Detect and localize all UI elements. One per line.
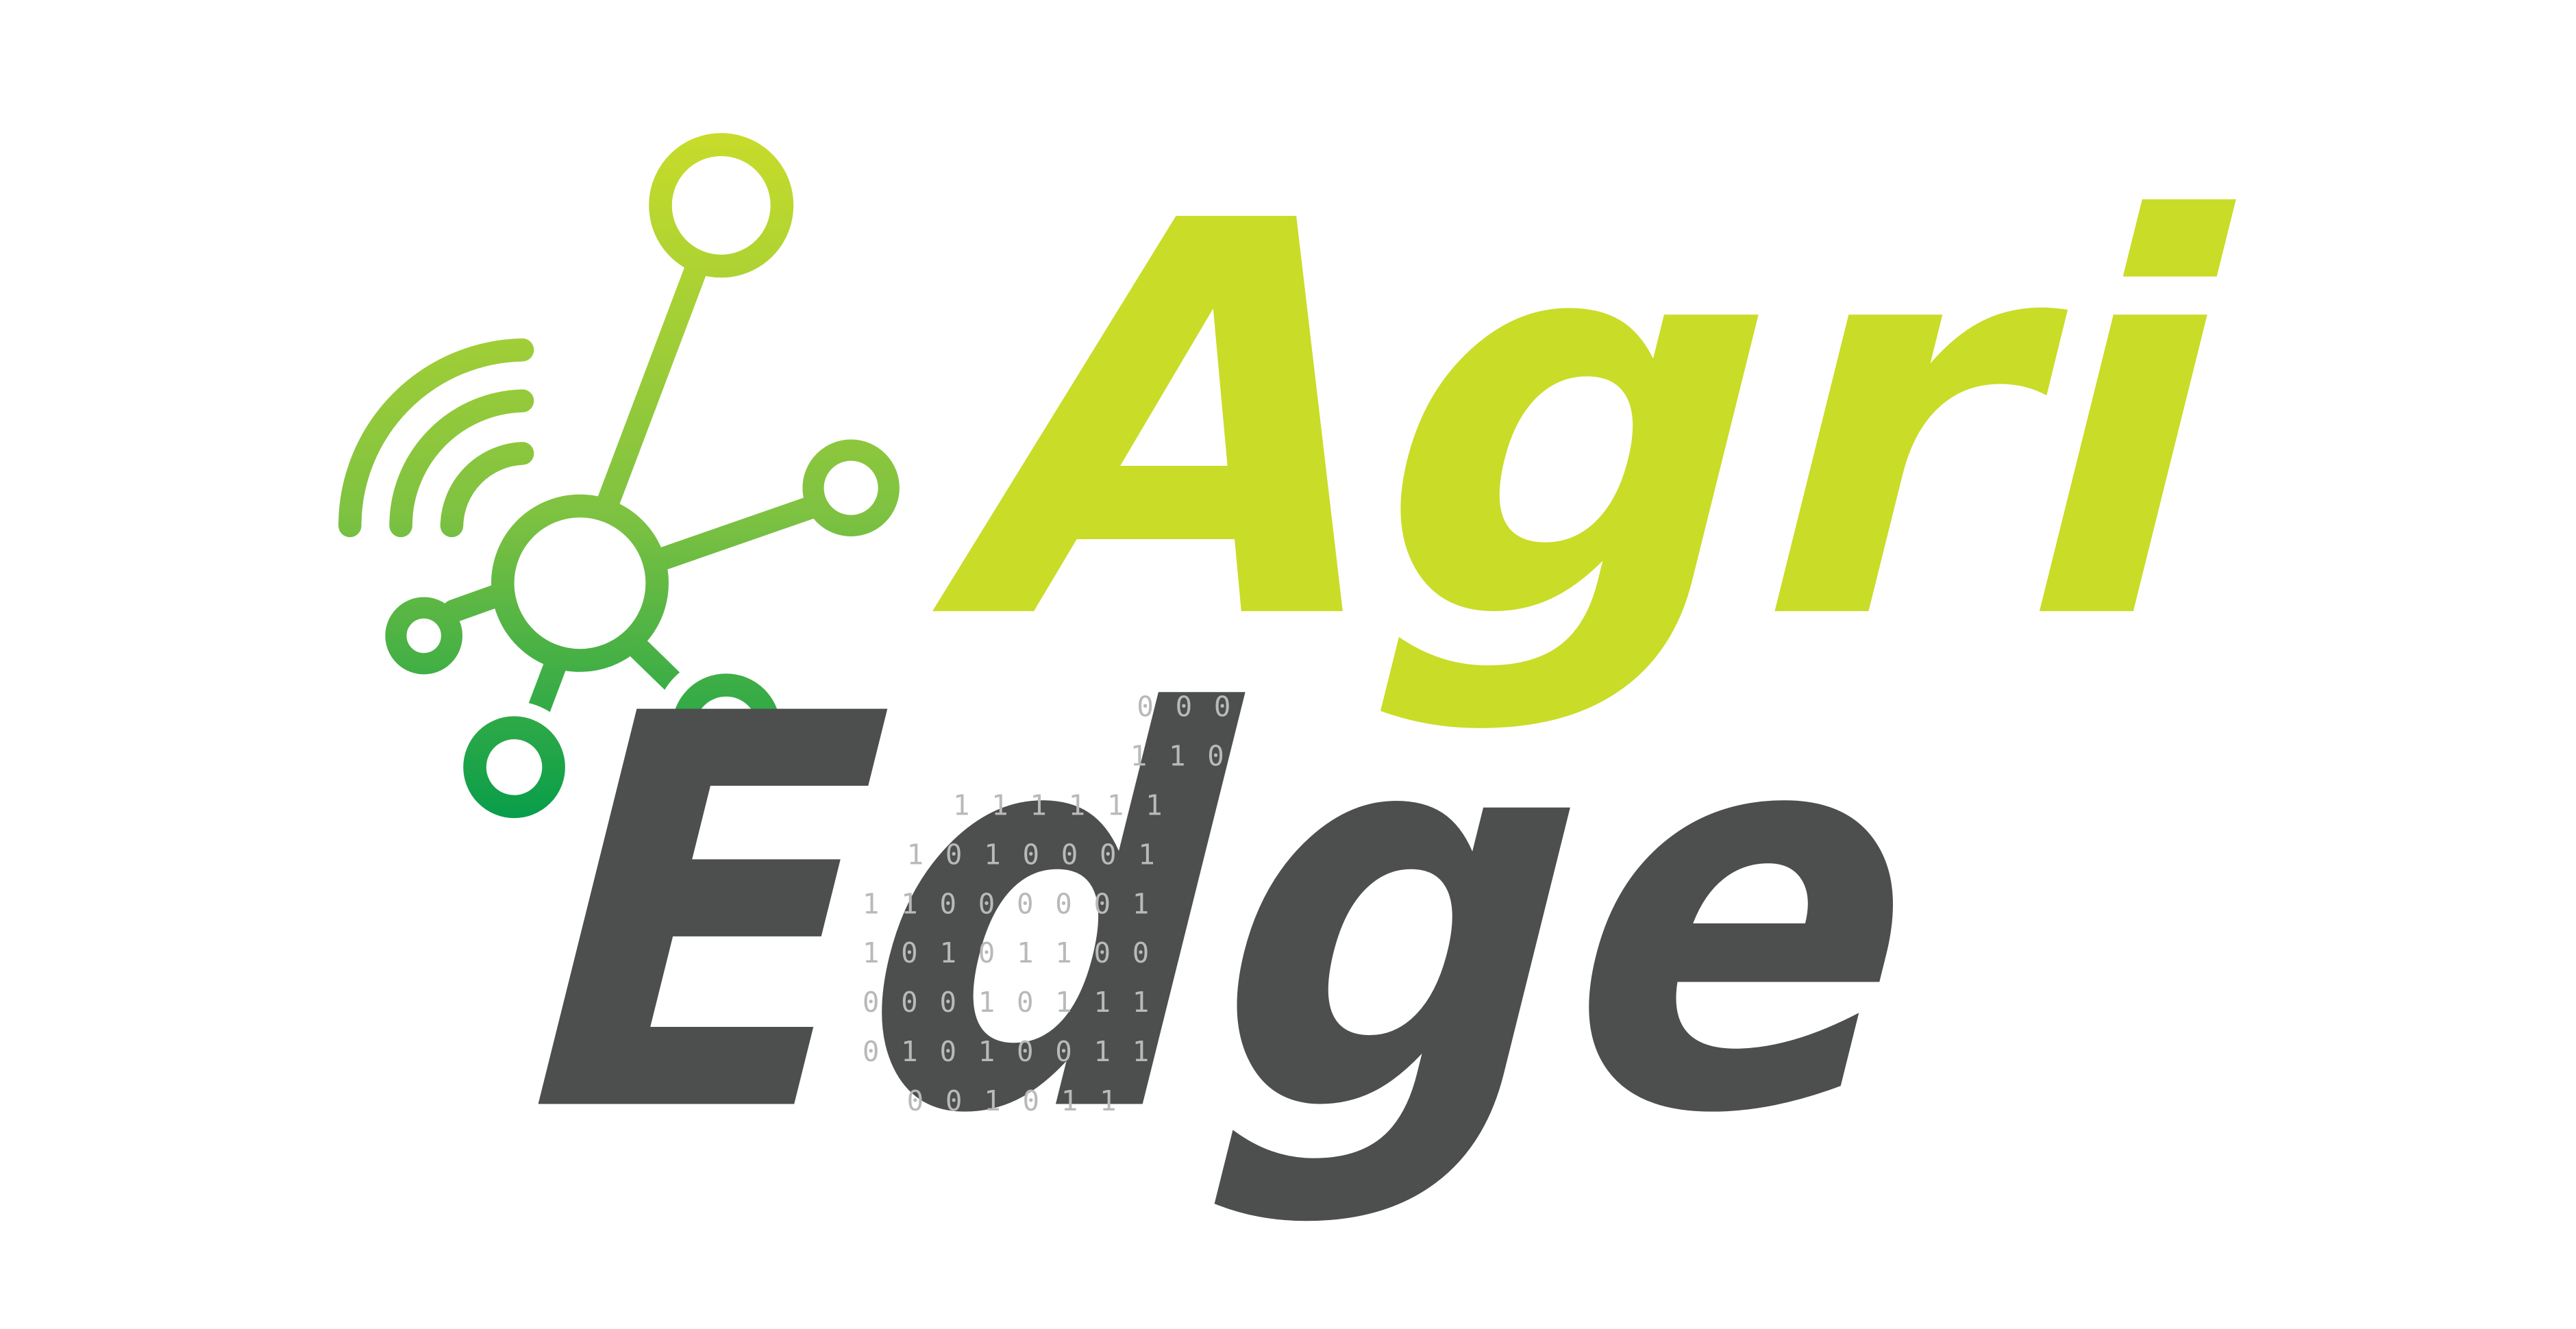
- binary-row: 1 1 0 0 0 0 0 1: [863, 887, 1152, 920]
- link: [652, 494, 827, 571]
- binary-pattern: 0 0 0 1 1 0 1 1 1 1 1 1 1 0 1 0 0 0 1 1 1 0 …: [863, 691, 1233, 1118]
- binary-row: 0 0 0 1 0 1 1 1: [863, 986, 1152, 1019]
- binary-row: 1 1 1 1 1 1: [953, 788, 1165, 821]
- link: [442, 583, 511, 623]
- signal-arc: [338, 338, 534, 538]
- binary-row: 0 0 0: [1137, 691, 1233, 723]
- node: [463, 716, 565, 819]
- binary-row: 1 1 0: [1130, 739, 1227, 772]
- signal-arc: [440, 442, 534, 538]
- node: [671, 673, 781, 782]
- signal-arc: [389, 389, 534, 538]
- binary-row: 1 0 1 0 1 1 0 0: [863, 936, 1152, 969]
- binary-row: 1 0 1 0 0 0 1: [907, 838, 1158, 871]
- logo-word-agri: Agri: [898, 108, 2304, 739]
- binary-row: 0 0 1 0 1 1: [907, 1084, 1119, 1117]
- node: [802, 439, 900, 536]
- logo-word-edge: Edge: [461, 601, 1998, 1232]
- link: [596, 256, 708, 514]
- binary-row: 0 1 0 1 0 0 1 1: [863, 1035, 1152, 1068]
- node: [385, 597, 463, 675]
- node: [649, 133, 794, 278]
- hub-node: [491, 494, 669, 672]
